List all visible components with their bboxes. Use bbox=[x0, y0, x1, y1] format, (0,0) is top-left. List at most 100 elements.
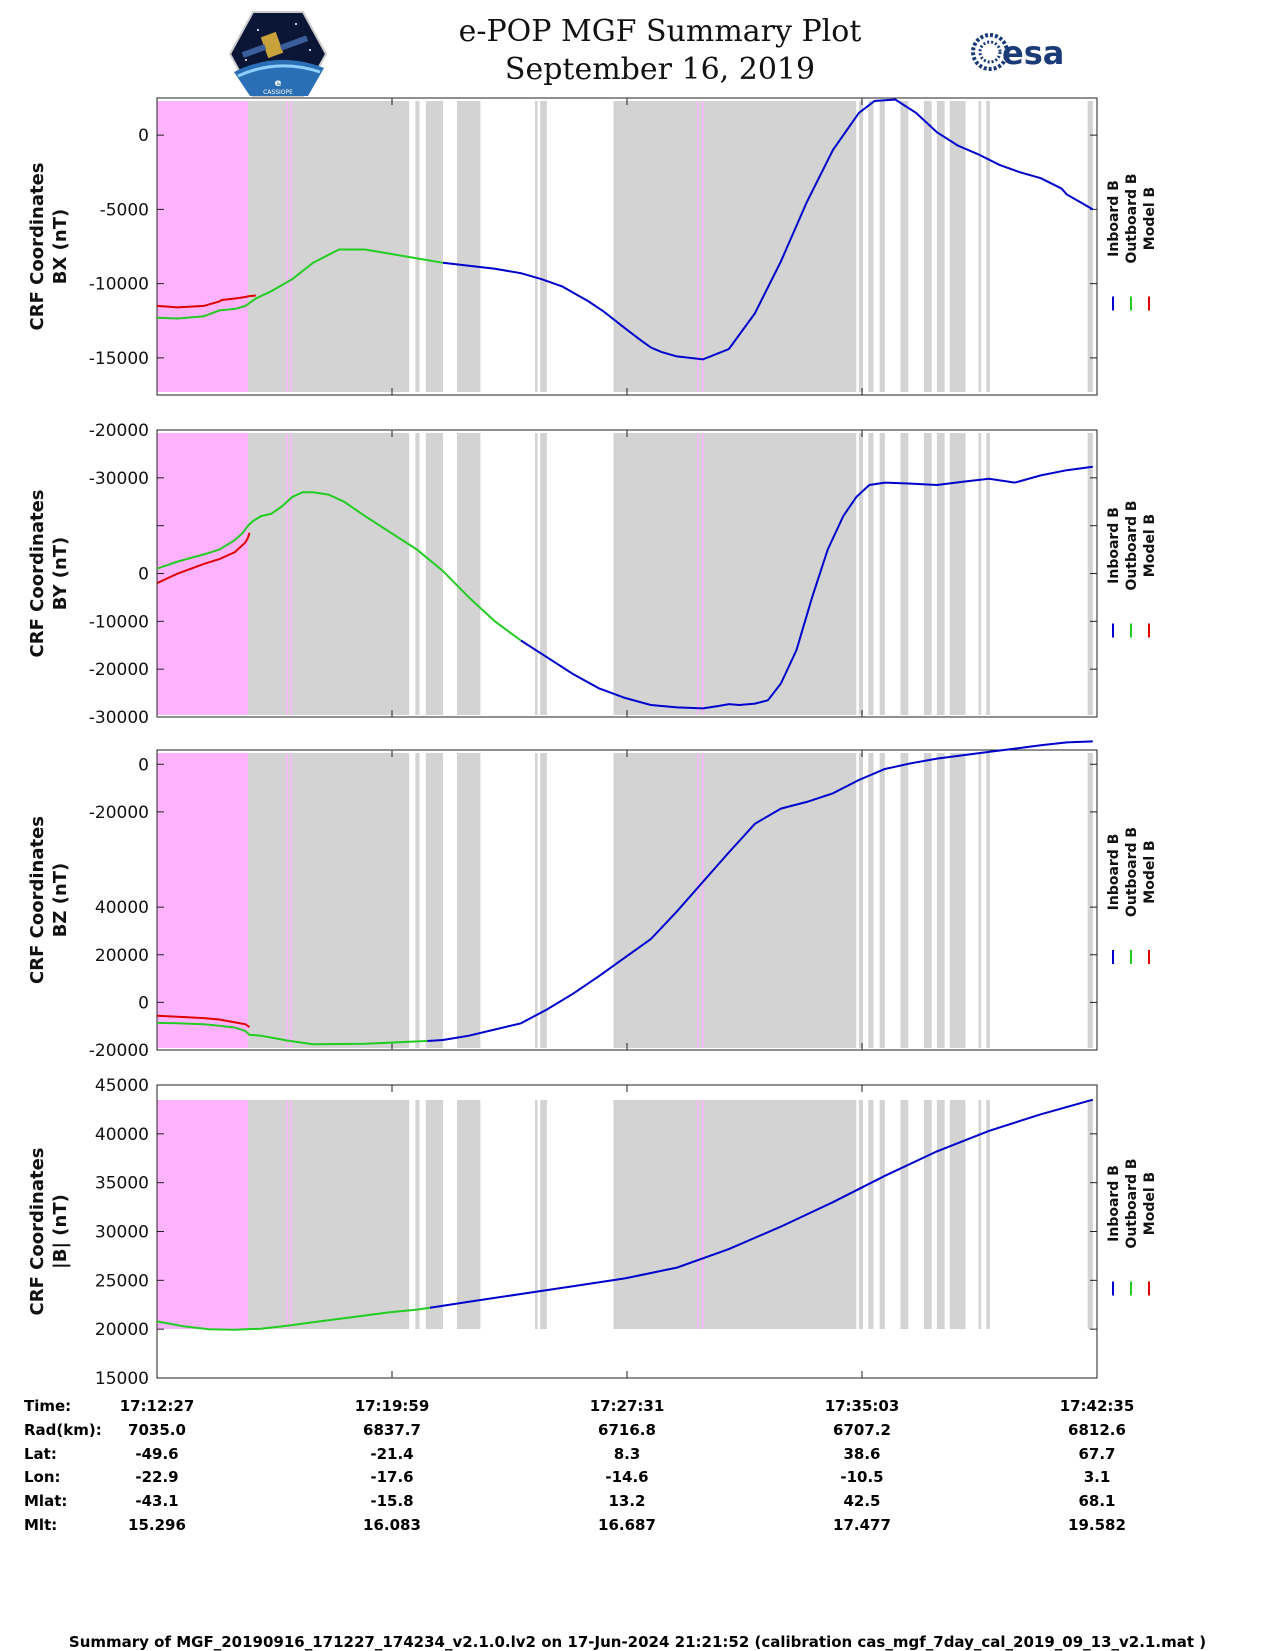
table-cell: -14.6 bbox=[605, 1468, 649, 1487]
gap-band bbox=[540, 101, 547, 392]
y-axis-label: CRF Coordinates bbox=[27, 490, 48, 658]
panel-4: 15000 20000 25000 30000 35000 40000 45000 CRF C… bbox=[27, 1076, 1158, 1389]
gap-band bbox=[879, 753, 885, 1048]
panel-1: 0 -5000 -10000 -15000 CRF Coordinates BX (nT)… bbox=[27, 97, 1158, 396]
table-row-label: Lat: bbox=[24, 1444, 57, 1463]
legend-label: Model B bbox=[1142, 187, 1158, 250]
y-tick-label: -30000 bbox=[89, 708, 149, 728]
legend-label: Model B bbox=[1142, 1172, 1158, 1235]
gap-band bbox=[613, 101, 857, 392]
logo-badge-text: CASSIOPE bbox=[263, 89, 293, 96]
table-cell: 17:27:31 bbox=[589, 1397, 665, 1415]
esa-wordmark: esa bbox=[1002, 34, 1064, 72]
gap-band bbox=[949, 753, 966, 1048]
table-cell: -22.9 bbox=[135, 1468, 179, 1487]
y-axis-unit-label: BZ (nT) bbox=[50, 863, 71, 938]
table-cell: 17:35:03 bbox=[824, 1397, 900, 1415]
gap-band bbox=[247, 1100, 410, 1329]
gap-band bbox=[613, 433, 857, 715]
gap-band bbox=[949, 1100, 966, 1329]
table-row-label: Mlt: bbox=[24, 1516, 58, 1534]
series-outboard-b bbox=[156, 491, 522, 642]
gap-band bbox=[540, 753, 547, 1048]
gap-band bbox=[415, 101, 420, 392]
table-cell: 42.5 bbox=[843, 1492, 881, 1511]
gap-band bbox=[978, 101, 982, 392]
gap-band bbox=[456, 433, 481, 715]
table-cell: -15.8 bbox=[370, 1492, 414, 1511]
gap-band bbox=[534, 101, 538, 392]
gap-band bbox=[456, 753, 481, 1048]
y-tick-label: 40000 bbox=[95, 898, 149, 918]
footer-summary: Summary of MGF_20190916_171227_174234_v2… bbox=[68, 1633, 1207, 1651]
table-cell: 68.1 bbox=[1078, 1492, 1116, 1511]
series-outboard-b bbox=[156, 1306, 431, 1331]
table-cell: 16.083 bbox=[363, 1516, 421, 1534]
calibration-band bbox=[157, 1100, 248, 1329]
gap-band bbox=[425, 433, 443, 715]
y-tick-label: 0 bbox=[138, 565, 149, 585]
y-tick-label: -15000 bbox=[89, 349, 149, 369]
gap-band bbox=[936, 101, 945, 392]
gap-band bbox=[858, 101, 864, 392]
y-tick-label: 20000 bbox=[95, 946, 149, 966]
cassiope-logo: e CASSIOPE bbox=[228, 11, 328, 97]
table-cell: 6707.2 bbox=[833, 1420, 891, 1439]
series-inboard-b bbox=[442, 98, 1094, 361]
table-cell: 17:12:27 bbox=[119, 1397, 195, 1415]
gap-band bbox=[1087, 101, 1093, 392]
legend-label: Outboard B bbox=[1124, 827, 1140, 917]
gap-band bbox=[425, 1100, 443, 1329]
gap-band bbox=[978, 1100, 982, 1329]
gap-band bbox=[415, 753, 420, 1048]
legend-label: Outboard B bbox=[1124, 1158, 1140, 1248]
y-tick-label: 20000 bbox=[95, 1320, 149, 1340]
table-cell: 8.3 bbox=[613, 1444, 641, 1463]
gap-band bbox=[879, 101, 885, 392]
calibration-band bbox=[157, 753, 248, 1048]
series-inboard-b bbox=[429, 1098, 1094, 1309]
gap-band bbox=[456, 101, 481, 392]
gap-band bbox=[936, 1100, 945, 1329]
table-cell: 7035.0 bbox=[128, 1420, 186, 1439]
panel-3: 0 -20000 40000 20000 0 -20000 CRF Coordinates B… bbox=[27, 740, 1158, 1061]
y-axis-unit-label: |B| (nT) bbox=[50, 1194, 71, 1269]
gap-band bbox=[425, 101, 443, 392]
y-axis-label: CRF Coordinates bbox=[27, 163, 48, 331]
table-cell: -49.6 bbox=[135, 1444, 179, 1463]
gap-band bbox=[923, 753, 932, 1048]
table-cell: -10.5 bbox=[840, 1468, 884, 1487]
table-cell: 17.477 bbox=[833, 1516, 891, 1534]
y-tick-label: -20000 bbox=[89, 421, 149, 441]
gap-band bbox=[858, 753, 864, 1048]
gap-band bbox=[415, 1100, 420, 1329]
table-row-label: Mlat: bbox=[24, 1492, 68, 1511]
gap-band bbox=[425, 753, 443, 1048]
gap-band bbox=[949, 101, 966, 392]
legend-label: Inboard B bbox=[1106, 180, 1122, 257]
series-model-b bbox=[156, 1014, 251, 1028]
legend-label: Outboard B bbox=[1124, 173, 1140, 263]
gap-band bbox=[247, 433, 410, 715]
y-tick-label: 0 bbox=[138, 755, 149, 775]
gap-band bbox=[879, 1100, 885, 1329]
series-inboard-b bbox=[427, 740, 1093, 1042]
y-tick-label: -5000 bbox=[100, 200, 149, 220]
plot-date: September 16, 2019 bbox=[504, 52, 816, 87]
y-tick-label: -20000 bbox=[89, 803, 149, 823]
y-tick-label: 35000 bbox=[95, 1174, 149, 1194]
gap-band bbox=[900, 101, 909, 392]
table-row-label: Time: bbox=[24, 1397, 72, 1415]
y-tick-label: 0 bbox=[138, 126, 149, 146]
gap-band bbox=[986, 433, 990, 715]
gap-band bbox=[247, 101, 410, 392]
table-cell: 19.582 bbox=[1068, 1516, 1126, 1534]
legend-label: Inboard B bbox=[1106, 507, 1122, 584]
calibration-band bbox=[157, 433, 248, 715]
plot-title: e-POP MGF Summary Plot bbox=[458, 14, 862, 49]
gap-band bbox=[534, 433, 538, 715]
gap-band bbox=[858, 1100, 864, 1329]
panel-2: -20000 -30000 0 -10000 -20000 -30000 CRF Coord… bbox=[27, 421, 1158, 728]
table-cell: 3.1 bbox=[1083, 1468, 1111, 1487]
